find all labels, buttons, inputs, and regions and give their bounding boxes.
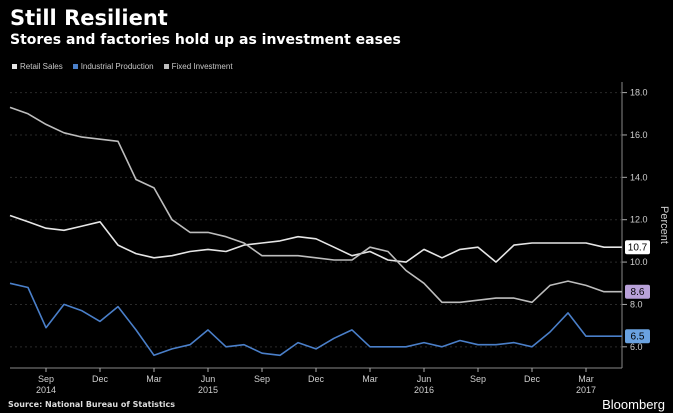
x-tick-label: Sep	[470, 374, 486, 384]
x-tick-label: Dec	[308, 374, 325, 384]
y-tick-label: 6.0	[630, 342, 643, 352]
bloomberg-logo: Bloomberg	[602, 397, 665, 412]
x-tick-label: Mar	[578, 374, 594, 384]
x-tick-label: Jun	[201, 374, 216, 384]
chart-subtitle: Stores and factories hold up as investme…	[10, 32, 401, 48]
x-tick-year-label: 2014	[36, 385, 56, 395]
legend-item-retail-sales: Retail Sales	[12, 62, 63, 71]
series-line-industrial-production	[9, 282, 622, 357]
x-tick-year-label: 2015	[198, 385, 218, 395]
x-tick-label: Jun	[417, 374, 432, 384]
legend-label: Fixed Investment	[171, 62, 233, 71]
end-value-label: 6.5	[631, 332, 645, 343]
end-value-badge	[625, 284, 650, 299]
series-line-fixed-investment	[9, 106, 622, 304]
series-line-retail-sales	[9, 214, 622, 263]
y-axis-label: Percent	[658, 206, 670, 244]
end-value-label: 10.7	[628, 243, 648, 254]
legend-item-fixed-investment: Fixed Investment	[163, 62, 233, 71]
chart-title: Still Resilient	[10, 6, 168, 30]
x-tick-label: Dec	[524, 374, 541, 384]
legend-swatch	[163, 64, 169, 69]
source-note: Source: National Bureau of Statistics	[8, 400, 176, 409]
legend-label: Retail Sales	[20, 62, 63, 71]
y-tick-label: 18.0	[630, 88, 648, 98]
legend: Retail Sales Industrial Production Fixed…	[12, 62, 233, 71]
x-tick-label: Mar	[146, 374, 162, 384]
x-tick-label: Dec	[92, 374, 109, 384]
y-tick-label: 10.0	[630, 257, 648, 267]
x-tick-label: Sep	[38, 374, 54, 384]
end-value-badge	[625, 240, 650, 255]
y-tick-label: 16.0	[630, 130, 648, 140]
end-value-label: 8.6	[631, 287, 645, 298]
x-tick-label: Sep	[254, 374, 270, 384]
legend-item-industrial-production: Industrial Production	[72, 62, 154, 71]
x-tick-label: Mar	[362, 374, 378, 384]
end-value-badge	[625, 329, 650, 344]
legend-label: Industrial Production	[80, 62, 154, 71]
y-tick-label: 14.0	[630, 172, 648, 182]
x-tick-year-label: 2017	[576, 385, 596, 395]
legend-swatch	[72, 64, 78, 69]
legend-swatch	[12, 64, 17, 69]
y-tick-label: 8.0	[630, 299, 643, 309]
x-tick-year-label: 2016	[414, 385, 434, 395]
y-tick-label: 12.0	[630, 215, 648, 225]
